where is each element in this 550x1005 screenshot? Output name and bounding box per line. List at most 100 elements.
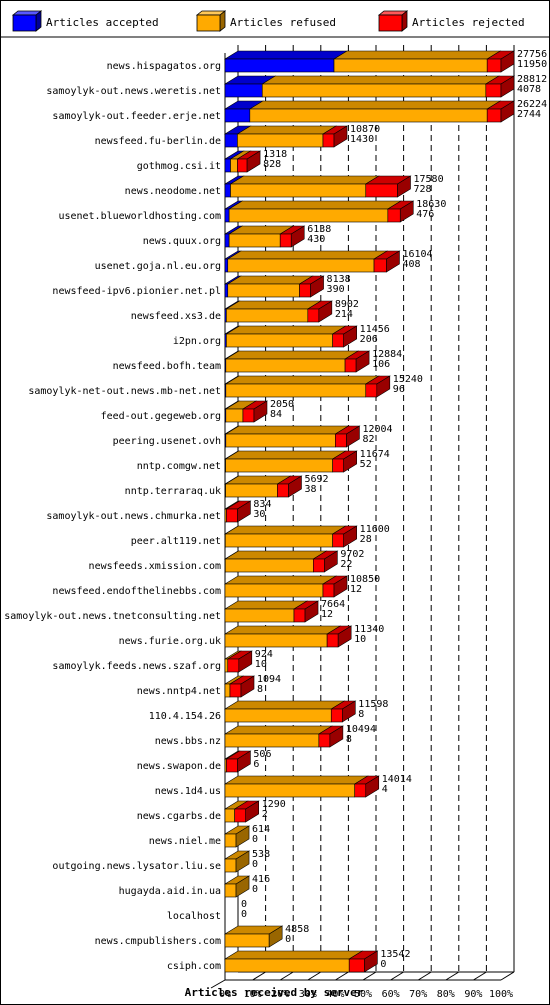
legend-swatch-side bbox=[219, 10, 226, 32]
bar-row bbox=[223, 800, 260, 823]
row-label: news.furie.org.uk bbox=[119, 636, 221, 647]
bar-refused-top bbox=[224, 375, 380, 385]
row-label: samoylyk-out.feeder.erje.net bbox=[52, 111, 221, 122]
bar-refused-top bbox=[248, 100, 502, 110]
bar-rejected-side bbox=[343, 325, 357, 348]
bar-refused-top bbox=[224, 450, 347, 460]
value-label-rejected: 0 bbox=[285, 934, 291, 945]
bar-rejected-side bbox=[245, 800, 260, 823]
bar-accepted bbox=[224, 283, 229, 298]
bar-rejected-side bbox=[318, 300, 333, 323]
bar-row bbox=[223, 550, 339, 573]
floor-line bbox=[390, 971, 404, 981]
row-label: gothmog.csi.it bbox=[137, 161, 221, 172]
value-label-rejected: 4078 bbox=[517, 84, 541, 95]
row-label: localhost bbox=[167, 911, 221, 922]
bar-rejected bbox=[365, 383, 378, 398]
bar-rejected-side bbox=[341, 700, 356, 723]
bar-rejected-side bbox=[376, 375, 391, 398]
row-label: usenet.blueworldhosting.com bbox=[58, 211, 221, 222]
bar-row bbox=[223, 650, 253, 673]
bar-rejected-side bbox=[500, 100, 515, 123]
bar-refused bbox=[224, 583, 324, 598]
value-label-count: 11598 bbox=[358, 699, 388, 710]
value-label-rejected: 408 bbox=[402, 259, 420, 270]
bar-refused-top bbox=[224, 550, 328, 560]
bar-refused-side bbox=[268, 925, 283, 948]
bar-refused-top bbox=[223, 725, 333, 735]
value-label-count: 5692 bbox=[304, 474, 328, 485]
row-label: feed-out.gegeweb.org bbox=[101, 411, 221, 422]
bar-accepted bbox=[224, 58, 335, 73]
bar-refused bbox=[224, 633, 328, 648]
bar-rejected bbox=[293, 608, 306, 623]
row-label: samoylyk-out.news.tnetconsulting.net bbox=[4, 611, 221, 622]
bar-row bbox=[223, 325, 358, 348]
row-label: news.cmpublishers.com bbox=[95, 936, 221, 947]
row-label: news.cgarbs.de bbox=[137, 811, 221, 822]
bar-row bbox=[223, 200, 415, 223]
value-label-count: 11340 bbox=[354, 624, 384, 635]
bar-row bbox=[223, 275, 325, 298]
row-label: news.nntp4.net bbox=[137, 686, 221, 697]
row-label: peer.alt119.net bbox=[131, 536, 221, 547]
bar-refused bbox=[333, 58, 488, 73]
value-label-count: 614 bbox=[252, 824, 270, 835]
bar-row bbox=[223, 400, 269, 423]
bar-row bbox=[223, 925, 284, 948]
floor-line bbox=[500, 971, 515, 981]
bar-refused bbox=[226, 333, 333, 348]
bar-refused-top bbox=[228, 200, 402, 210]
bar-accepted-top bbox=[223, 50, 349, 60]
bar-rejected bbox=[332, 458, 344, 473]
bar-rejected-side bbox=[237, 500, 251, 523]
bar-refused bbox=[224, 683, 231, 698]
bar-rejected bbox=[237, 158, 248, 173]
bar-accepted bbox=[224, 133, 238, 148]
bar-rejected bbox=[322, 133, 335, 148]
bar-accepted bbox=[224, 258, 229, 273]
bar-rejected bbox=[348, 958, 365, 973]
bar-row bbox=[223, 525, 358, 548]
value-label-count: 27756 bbox=[517, 49, 547, 60]
row-label: newsfeed.endofthelinebbs.com bbox=[52, 586, 221, 597]
floor-line bbox=[445, 971, 460, 981]
x-tick-label: 80% bbox=[437, 989, 455, 1000]
bar-refused-top bbox=[226, 250, 389, 260]
value-label-count: 7664 bbox=[321, 599, 345, 610]
bar-rejected bbox=[279, 233, 292, 248]
bar-rejected-side bbox=[397, 175, 411, 198]
bar-refused-top bbox=[261, 75, 500, 85]
bar-rejected bbox=[354, 783, 367, 798]
bar-rejected bbox=[299, 283, 311, 298]
bar-rejected bbox=[229, 683, 242, 698]
bar-rejected bbox=[322, 583, 335, 598]
bar-row bbox=[223, 625, 353, 648]
bar-refused bbox=[227, 283, 300, 298]
value-label-rejected: 28 bbox=[360, 534, 372, 545]
value-label-rejected: 430 bbox=[307, 234, 325, 245]
legend-label: Articles rejected bbox=[412, 16, 525, 29]
bar-refused bbox=[230, 158, 238, 173]
bar-rejected bbox=[318, 733, 331, 748]
floor-line bbox=[362, 971, 377, 981]
bar-rejected bbox=[326, 633, 339, 648]
bar-refused bbox=[225, 458, 333, 473]
row-label: hugayda.aid.in.ua bbox=[119, 886, 221, 897]
row-label: samoylyk.feeds.news.szaf.org bbox=[52, 661, 221, 672]
legend-swatch-side bbox=[35, 10, 42, 32]
value-label-rejected: 0 bbox=[252, 834, 258, 845]
bar-refused-top bbox=[229, 175, 380, 185]
bar-rejected bbox=[330, 708, 343, 723]
floor-line bbox=[252, 971, 266, 981]
bar-row bbox=[223, 825, 251, 848]
bar-rejected bbox=[242, 408, 255, 423]
bar-row bbox=[223, 575, 349, 598]
bar-rejected bbox=[373, 258, 387, 273]
bar-refused bbox=[224, 658, 229, 673]
value-label-rejected: 728 bbox=[414, 184, 432, 195]
value-label-count: 8902 bbox=[335, 299, 359, 310]
row-label: news.1d4.us bbox=[155, 786, 221, 797]
bar-rejected bbox=[332, 533, 344, 548]
value-label-count: 1318 bbox=[263, 149, 287, 160]
